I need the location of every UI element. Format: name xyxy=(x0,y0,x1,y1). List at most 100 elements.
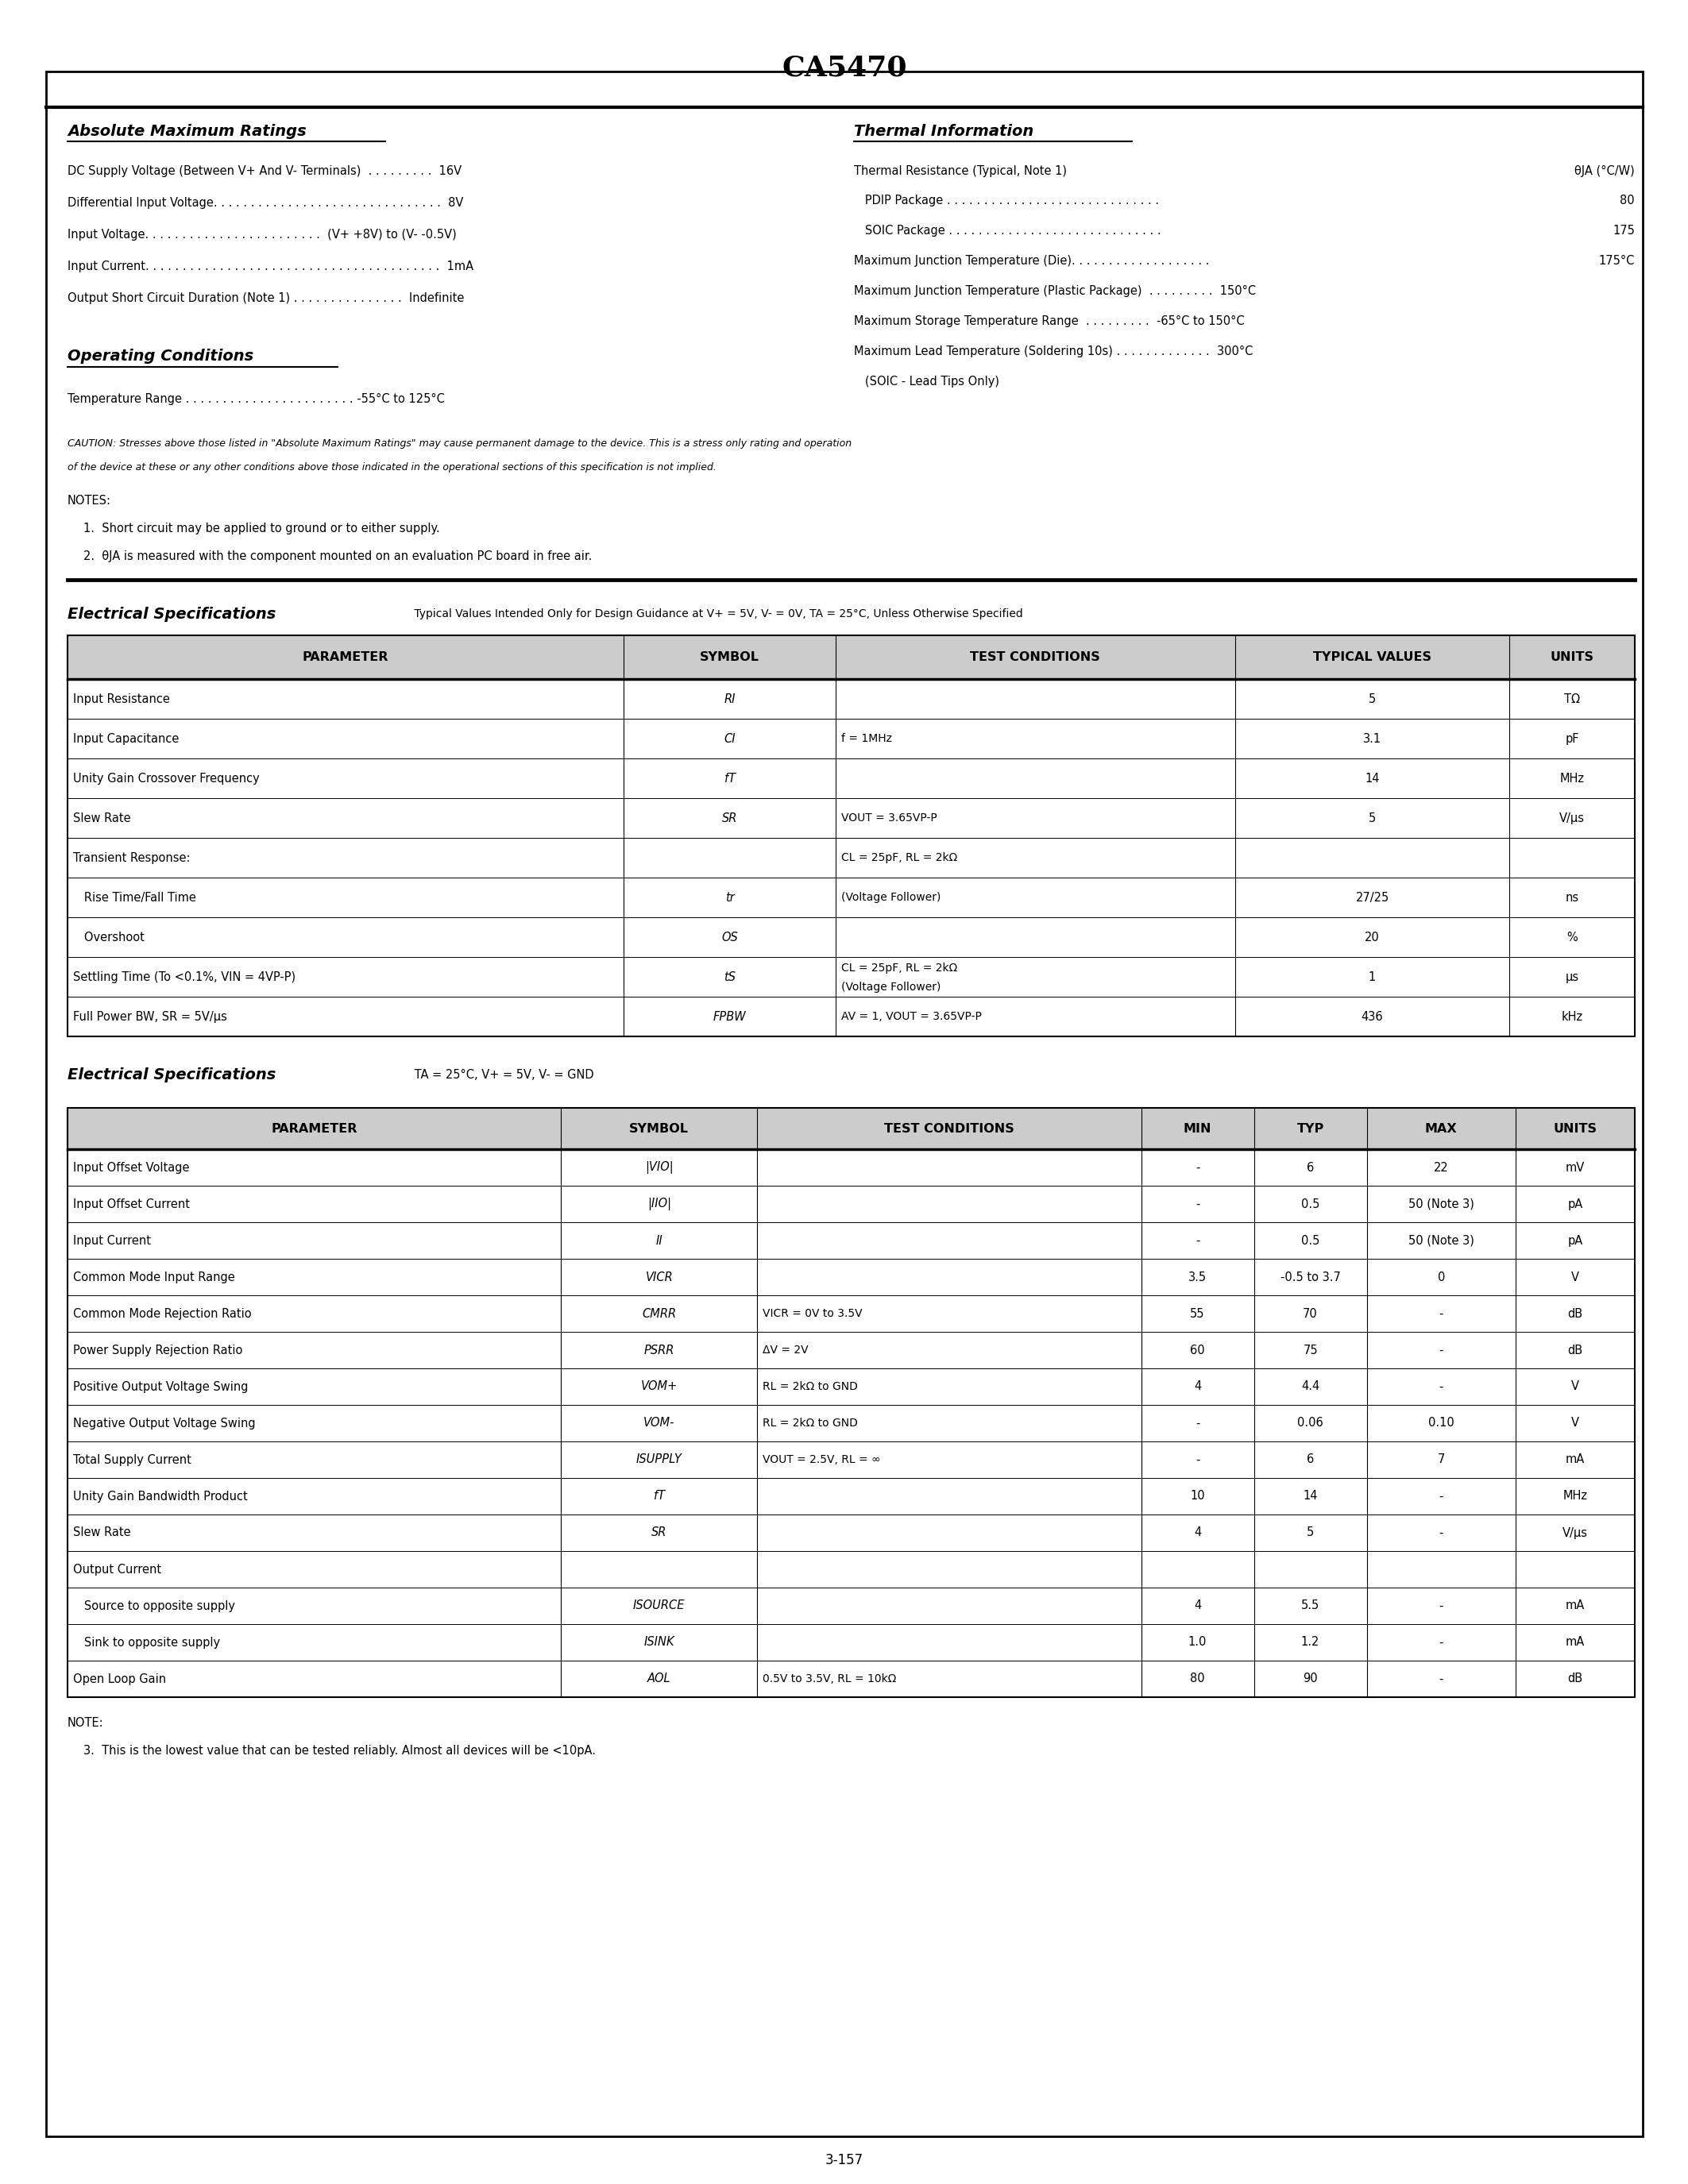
Text: VOM+: VOM+ xyxy=(641,1380,677,1393)
Text: 2.  θJA is measured with the component mounted on an evaluation PC board in free: 2. θJA is measured with the component mo… xyxy=(83,550,592,561)
Text: MHz: MHz xyxy=(1563,1489,1587,1503)
Text: |VIO|: |VIO| xyxy=(645,1162,674,1173)
Text: 80: 80 xyxy=(1620,194,1634,205)
Text: RL = 2kΩ to GND: RL = 2kΩ to GND xyxy=(763,1417,858,1428)
Text: VOUT = 3.65VP-P: VOUT = 3.65VP-P xyxy=(841,812,937,823)
Text: Settling Time (To <0.1%, VIN = 4VP-P): Settling Time (To <0.1%, VIN = 4VP-P) xyxy=(73,972,295,983)
Text: AOL: AOL xyxy=(648,1673,670,1684)
Text: SOIC Package . . . . . . . . . . . . . . . . . . . . . . . . . . . . .: SOIC Package . . . . . . . . . . . . . .… xyxy=(854,225,1161,236)
Text: 7: 7 xyxy=(1438,1455,1445,1465)
Text: %: % xyxy=(1566,930,1578,943)
Text: 4: 4 xyxy=(1193,1380,1202,1393)
Text: Thermal Information: Thermal Information xyxy=(854,124,1033,138)
Text: Sink to opposite supply: Sink to opposite supply xyxy=(73,1636,219,1649)
Text: CL = 25pF, RL = 2kΩ: CL = 25pF, RL = 2kΩ xyxy=(841,852,957,863)
Text: 80: 80 xyxy=(1190,1673,1205,1684)
Text: VICR = 0V to 3.5V: VICR = 0V to 3.5V xyxy=(763,1308,863,1319)
Text: 3-157: 3-157 xyxy=(825,2153,864,2167)
Text: fT: fT xyxy=(653,1489,665,1503)
Text: Positive Output Voltage Swing: Positive Output Voltage Swing xyxy=(73,1380,248,1393)
Text: mV: mV xyxy=(1565,1162,1585,1173)
Text: -: - xyxy=(1440,1308,1443,1319)
Text: 5: 5 xyxy=(1369,692,1376,705)
Text: 4: 4 xyxy=(1193,1601,1202,1612)
Text: Maximum Lead Temperature (Soldering 10s) . . . . . . . . . . . . .  300°C: Maximum Lead Temperature (Soldering 10s)… xyxy=(854,345,1252,356)
Bar xyxy=(68,636,1634,1037)
Text: pA: pA xyxy=(1568,1234,1583,1247)
Text: 55: 55 xyxy=(1190,1308,1205,1319)
Text: MAX: MAX xyxy=(1425,1123,1457,1133)
Bar xyxy=(68,1107,1634,1697)
Text: UNITS: UNITS xyxy=(1553,1123,1597,1133)
Text: dB: dB xyxy=(1568,1343,1583,1356)
Text: 0.5: 0.5 xyxy=(1301,1234,1320,1247)
Text: CI: CI xyxy=(724,732,736,745)
Text: 6: 6 xyxy=(1307,1162,1313,1173)
Text: 10: 10 xyxy=(1190,1489,1205,1503)
Text: TYP: TYP xyxy=(1296,1123,1323,1133)
Text: Unity Gain Crossover Frequency: Unity Gain Crossover Frequency xyxy=(73,773,260,784)
Text: TΩ: TΩ xyxy=(1565,692,1580,705)
Text: 0: 0 xyxy=(1438,1271,1445,1282)
Text: Power Supply Rejection Ratio: Power Supply Rejection Ratio xyxy=(73,1343,243,1356)
Text: Full Power BW, SR = 5V/μs: Full Power BW, SR = 5V/μs xyxy=(73,1011,228,1022)
Bar xyxy=(68,1107,1634,1149)
Text: II: II xyxy=(655,1234,663,1247)
Text: -: - xyxy=(1195,1455,1200,1465)
Text: μs: μs xyxy=(1565,972,1578,983)
Text: θJA (°C/W): θJA (°C/W) xyxy=(1575,164,1634,177)
Text: 3.1: 3.1 xyxy=(1364,732,1381,745)
Text: AV = 1, VOUT = 3.65VP-P: AV = 1, VOUT = 3.65VP-P xyxy=(841,1011,981,1022)
Text: 50 (Note 3): 50 (Note 3) xyxy=(1408,1199,1474,1210)
Text: V/μs: V/μs xyxy=(1563,1527,1588,1540)
Text: NOTE:: NOTE: xyxy=(68,1717,103,1728)
Text: UNITS: UNITS xyxy=(1550,651,1593,664)
Text: 5: 5 xyxy=(1307,1527,1313,1540)
Text: 50 (Note 3): 50 (Note 3) xyxy=(1408,1234,1474,1247)
Text: ISOURCE: ISOURCE xyxy=(633,1601,685,1612)
Text: 1: 1 xyxy=(1369,972,1376,983)
Text: ns: ns xyxy=(1565,891,1578,904)
Text: 175: 175 xyxy=(1612,225,1634,236)
Text: 0.06: 0.06 xyxy=(1298,1417,1323,1428)
Text: V/μs: V/μs xyxy=(1560,812,1585,823)
Text: VOM-: VOM- xyxy=(643,1417,675,1428)
Text: Transient Response:: Transient Response: xyxy=(73,852,191,863)
Text: Input Voltage. . . . . . . . . . . . . . . . . . . . . . . .  (V+ +8V) to (V- -0: Input Voltage. . . . . . . . . . . . . .… xyxy=(68,229,456,240)
Text: -: - xyxy=(1440,1527,1443,1540)
Text: 0.5V to 3.5V, RL = 10kΩ: 0.5V to 3.5V, RL = 10kΩ xyxy=(763,1673,896,1684)
Text: 5: 5 xyxy=(1369,812,1376,823)
Text: Maximum Storage Temperature Range  . . . . . . . . .  -65°C to 150°C: Maximum Storage Temperature Range . . . … xyxy=(854,314,1244,328)
Text: Slew Rate: Slew Rate xyxy=(73,812,130,823)
Text: MHz: MHz xyxy=(1560,773,1585,784)
Text: -: - xyxy=(1440,1636,1443,1649)
Text: 4: 4 xyxy=(1193,1527,1202,1540)
Text: -: - xyxy=(1440,1380,1443,1393)
Text: 1.  Short circuit may be applied to ground or to either supply.: 1. Short circuit may be applied to groun… xyxy=(83,522,441,535)
Text: Output Short Circuit Duration (Note 1) . . . . . . . . . . . . . . .  Indefinite: Output Short Circuit Duration (Note 1) .… xyxy=(68,293,464,304)
Text: tr: tr xyxy=(726,891,734,904)
Text: 22: 22 xyxy=(1433,1162,1448,1173)
Text: PDIP Package . . . . . . . . . . . . . . . . . . . . . . . . . . . . .: PDIP Package . . . . . . . . . . . . . .… xyxy=(854,194,1160,205)
Text: -: - xyxy=(1440,1343,1443,1356)
Text: V: V xyxy=(1572,1380,1580,1393)
Text: dB: dB xyxy=(1568,1308,1583,1319)
Text: 4.4: 4.4 xyxy=(1301,1380,1320,1393)
Text: mA: mA xyxy=(1565,1601,1585,1612)
Text: Unity Gain Bandwidth Product: Unity Gain Bandwidth Product xyxy=(73,1489,248,1503)
Text: Common Mode Input Range: Common Mode Input Range xyxy=(73,1271,235,1282)
Text: Open Loop Gain: Open Loop Gain xyxy=(73,1673,165,1684)
Text: 60: 60 xyxy=(1190,1343,1205,1356)
Text: kHz: kHz xyxy=(1561,1011,1583,1022)
Text: 0.10: 0.10 xyxy=(1428,1417,1455,1428)
Text: TA = 25°C, V+ = 5V, V- = GND: TA = 25°C, V+ = 5V, V- = GND xyxy=(410,1068,594,1081)
Text: -0.5 to 3.7: -0.5 to 3.7 xyxy=(1280,1271,1340,1282)
Text: V: V xyxy=(1572,1417,1580,1428)
Text: mA: mA xyxy=(1565,1636,1585,1649)
Text: fT: fT xyxy=(724,773,736,784)
Text: 5.5: 5.5 xyxy=(1301,1601,1320,1612)
Bar xyxy=(68,636,1634,679)
Text: ISUPPLY: ISUPPLY xyxy=(636,1455,682,1465)
Text: Source to opposite supply: Source to opposite supply xyxy=(73,1601,235,1612)
Text: PARAMETER: PARAMETER xyxy=(272,1123,358,1133)
